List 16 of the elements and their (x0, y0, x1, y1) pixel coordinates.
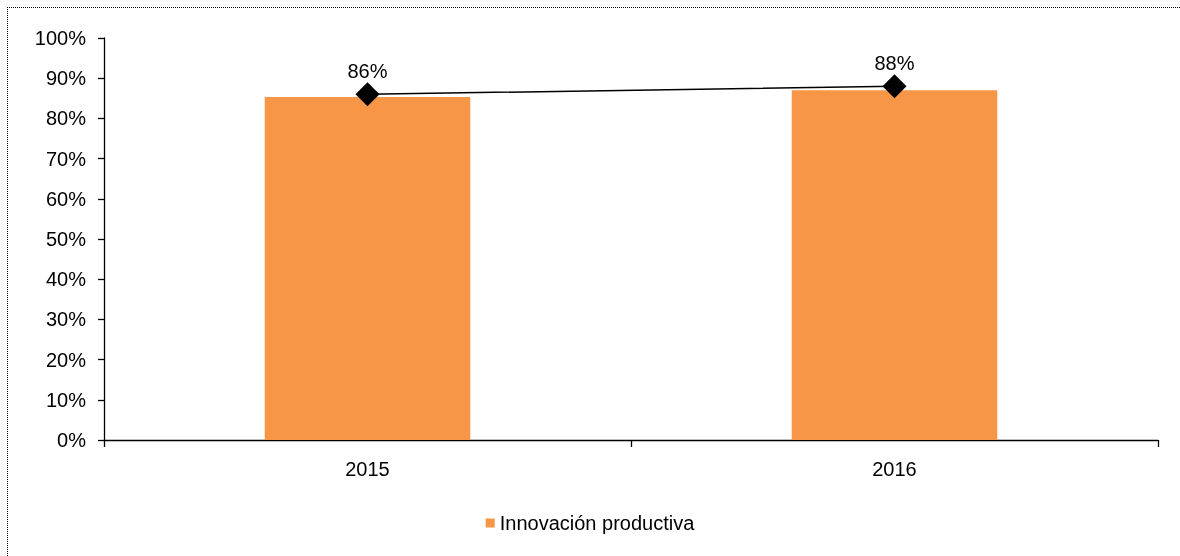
y-tick-label: 70% (45, 147, 87, 170)
y-tick-label: 50% (45, 228, 87, 250)
y-tick-label: 40% (45, 268, 87, 291)
y-tick-label: 100% (34, 27, 87, 49)
y-tick-label: 80% (45, 107, 87, 130)
y-tick-label: 0% (57, 429, 87, 451)
legend-label: Innovación productiva (499, 512, 696, 534)
y-tick-label: 20% (45, 348, 87, 371)
data-label: 88% (874, 52, 915, 75)
y-tick-label: 60% (45, 187, 87, 210)
x-tick-label: 2016 (872, 458, 917, 480)
data-label: 86% (347, 60, 388, 83)
x-tick-label: 2015 (345, 458, 390, 480)
y-tick-label: 30% (45, 308, 87, 331)
y-tick-label: 90% (45, 67, 87, 90)
y-tick-label: 10% (45, 388, 87, 411)
